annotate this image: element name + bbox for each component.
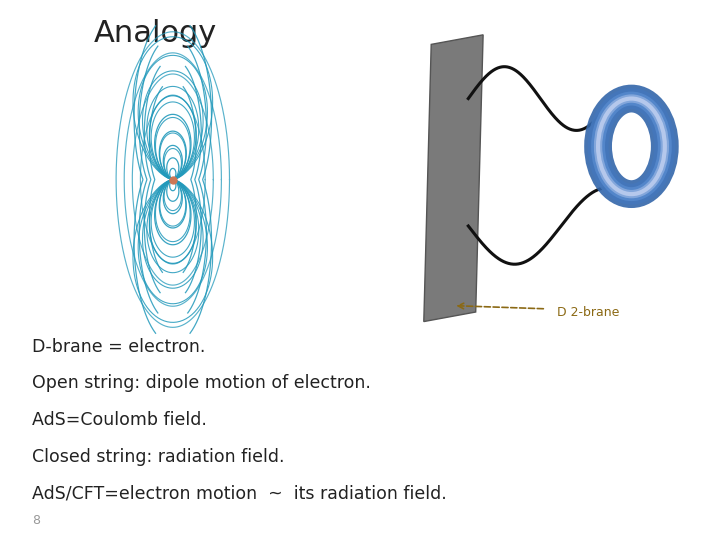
Text: Closed string: radiation field.: Closed string: radiation field. xyxy=(32,448,285,465)
Text: D 2-brane: D 2-brane xyxy=(557,306,620,319)
Text: 8: 8 xyxy=(32,514,40,526)
Text: Open string: dipole motion of electron.: Open string: dipole motion of electron. xyxy=(32,374,372,392)
Text: D-brane = electron.: D-brane = electron. xyxy=(32,338,206,355)
Text: Analogy: Analogy xyxy=(94,19,217,48)
Polygon shape xyxy=(424,35,483,321)
Text: AdS/CFT=electron motion  ~  its radiation field.: AdS/CFT=electron motion ~ its radiation … xyxy=(32,484,447,502)
Text: AdS=Coulomb field.: AdS=Coulomb field. xyxy=(32,411,207,429)
